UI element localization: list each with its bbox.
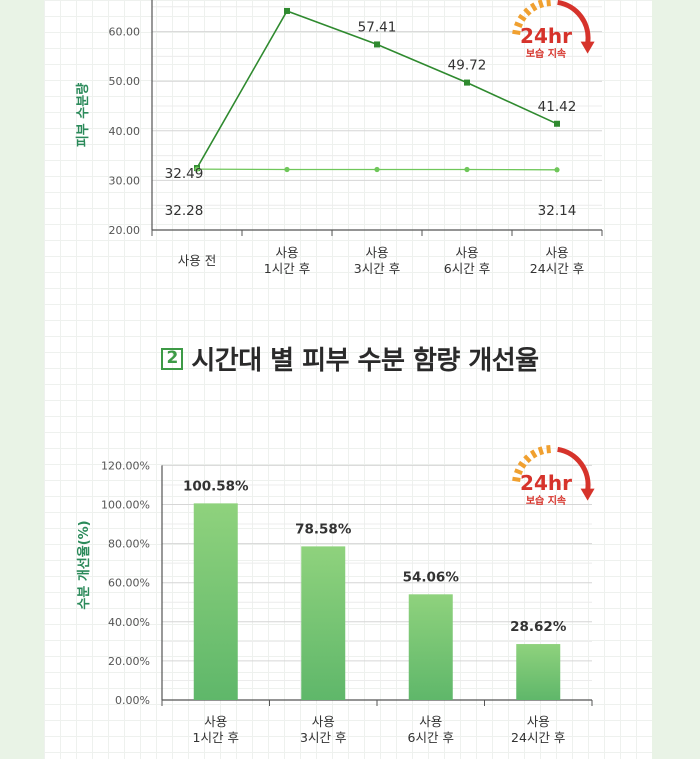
x-tick-label: 1시간 후 xyxy=(264,261,310,276)
y-tick-label: 50.00 xyxy=(109,75,141,88)
bar xyxy=(516,644,561,700)
badge-arc-dot xyxy=(517,460,527,469)
data-point xyxy=(374,41,380,48)
badge-arc-dot xyxy=(529,449,538,459)
y-tick-label: 80.00% xyxy=(108,538,150,551)
badge-arc-dot xyxy=(512,29,521,36)
y-tick-label: 120.00% xyxy=(101,459,150,472)
badge-arc-dot xyxy=(514,468,523,476)
y-tick-label: 60.00% xyxy=(108,577,150,590)
x-tick-label: 사용 xyxy=(455,245,478,260)
data-point xyxy=(284,7,290,14)
y-axis-label: 수분 개선율(%) xyxy=(76,520,92,609)
x-tick-label: 사용 xyxy=(275,245,298,260)
section-number-box: 2 xyxy=(161,347,184,370)
y-tick-label: 40.00 xyxy=(109,125,141,138)
section-title-text: 시간대 별 피부 수분 함량 개선율 xyxy=(191,346,539,376)
badge-arc-dot xyxy=(537,0,545,9)
y-tick-label: 40.00% xyxy=(108,616,150,629)
data-point xyxy=(464,79,470,86)
data-label: 57.41 xyxy=(358,19,397,35)
data-label: 100.58% xyxy=(183,478,249,494)
badge-arc-dot xyxy=(523,454,532,464)
data-label: 32.14 xyxy=(538,203,577,219)
data-label: 49.72 xyxy=(448,58,487,74)
x-tick-label: 사용 xyxy=(419,714,442,729)
data-label: 78.58% xyxy=(295,521,352,537)
badge-arc-dot xyxy=(523,7,532,17)
badge-arc-dot xyxy=(537,446,545,456)
y-tick-label: 30.00 xyxy=(109,174,141,187)
y-tick-label: 20.00% xyxy=(108,655,150,668)
y-tick-label: 60.00 xyxy=(109,26,141,39)
y-tick-label: 0.00% xyxy=(115,694,150,707)
data-point xyxy=(284,166,290,173)
badge-arrow-icon xyxy=(580,488,595,501)
data-label: 41.42 xyxy=(538,99,577,115)
data-label: 54.06% xyxy=(403,569,460,585)
badge-small-text: 보습 지속 xyxy=(526,494,566,507)
data-point xyxy=(554,120,560,127)
x-tick-label: 3시간 후 xyxy=(300,730,346,745)
badge-arc-dot xyxy=(529,2,538,12)
y-axis-label: 피부 수분량 xyxy=(76,83,91,147)
section-2-title: 2 시간대 별 피부 수분 함량 개선율 xyxy=(0,340,700,377)
x-tick-label: 사용 xyxy=(365,245,388,260)
x-tick-label: 사용 xyxy=(545,245,568,260)
badge-big-text: 24hr xyxy=(520,471,572,495)
data-point xyxy=(374,166,380,173)
badge-arc-dot xyxy=(546,445,551,454)
bar xyxy=(301,546,346,700)
data-label: 32.28 xyxy=(165,203,204,219)
badge-arc-dot xyxy=(512,476,521,483)
data-point xyxy=(194,166,200,172)
bar xyxy=(193,503,238,700)
x-tick-label: 24시간 후 xyxy=(530,261,584,276)
x-tick-label: 3시간 후 xyxy=(354,261,400,276)
y-tick-label: 100.00% xyxy=(101,499,150,512)
badge-big-text: 24hr xyxy=(520,24,572,48)
badge-arc xyxy=(557,0,591,44)
x-tick-label: 사용 전 xyxy=(178,253,216,268)
x-tick-label: 사용 xyxy=(312,714,335,729)
x-tick-label: 6시간 후 xyxy=(444,261,490,276)
data-point xyxy=(464,166,470,173)
x-tick-label: 24시간 후 xyxy=(511,730,565,745)
x-tick-label: 사용 xyxy=(527,714,550,729)
data-label: 32.49 xyxy=(165,166,204,182)
x-tick-label: 1시간 후 xyxy=(193,730,239,745)
content-panel xyxy=(44,0,652,759)
badge-arc-dot xyxy=(517,13,527,22)
badge-arc xyxy=(557,446,591,491)
y-tick-label: 20.00 xyxy=(109,224,141,237)
badge-arc-dot xyxy=(514,21,523,29)
data-point xyxy=(554,167,560,173)
x-tick-label: 6시간 후 xyxy=(408,730,454,745)
x-tick-label: 사용 xyxy=(204,714,227,729)
badge-small-text: 보습 지속 xyxy=(526,47,566,60)
data-label: 64.16 xyxy=(268,0,307,2)
badge-arc-dot xyxy=(546,0,551,7)
badge-arrow-icon xyxy=(580,41,595,54)
bar xyxy=(408,594,453,700)
data-label: 28.62% xyxy=(510,619,567,635)
